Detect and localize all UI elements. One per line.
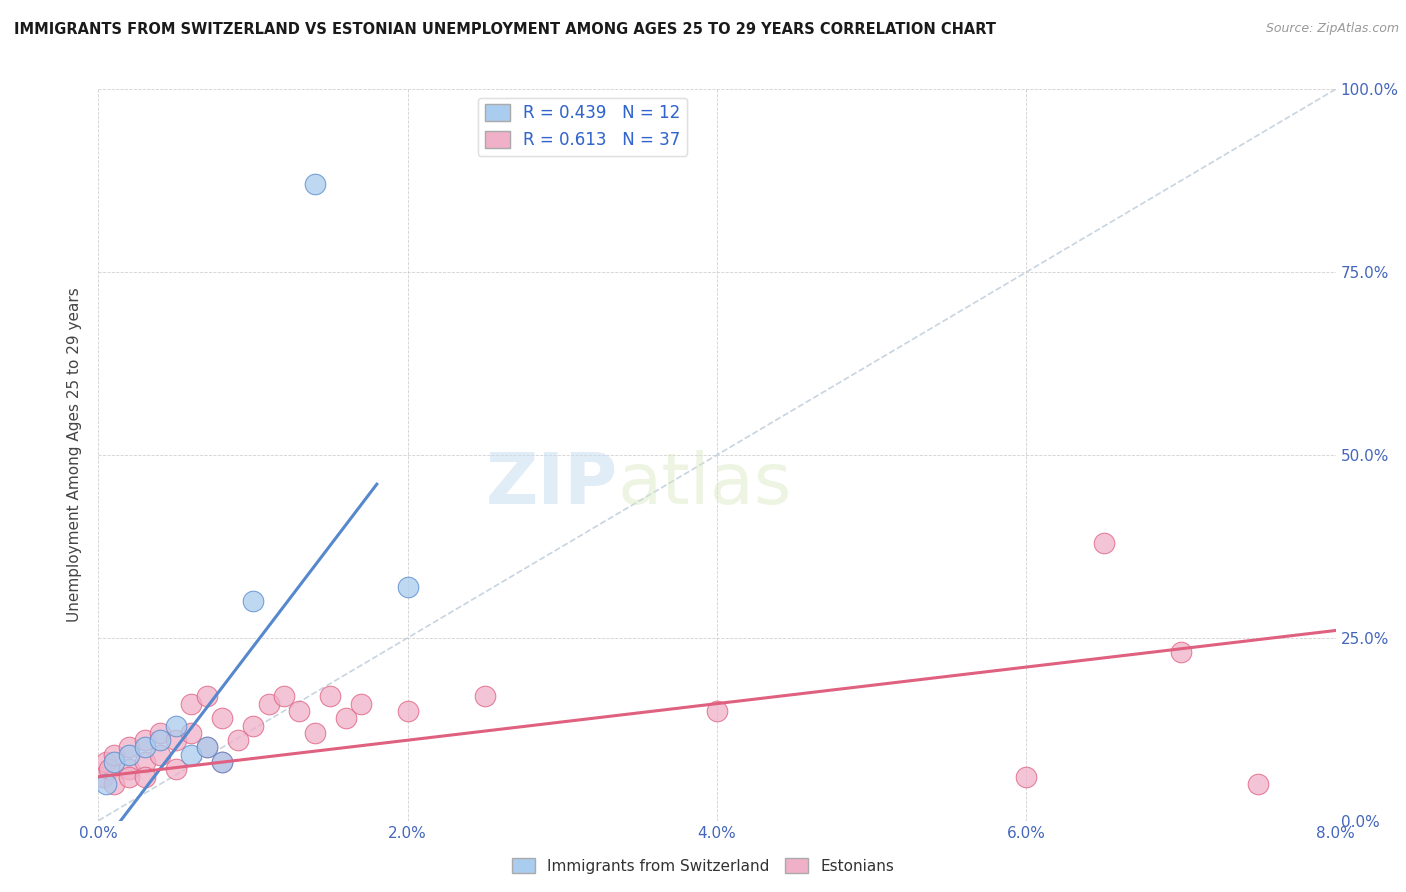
Point	[195, 740, 218, 755]
Text: Source: ZipAtlas.com: Source: ZipAtlas.com	[1265, 22, 1399, 36]
Point	[211, 755, 233, 769]
Point	[242, 594, 264, 608]
Point	[165, 718, 187, 732]
Point	[103, 755, 125, 769]
Point	[165, 733, 187, 747]
Point	[149, 733, 172, 747]
Point	[335, 711, 357, 725]
Point	[134, 740, 156, 755]
Text: IMMIGRANTS FROM SWITZERLAND VS ESTONIAN UNEMPLOYMENT AMONG AGES 25 TO 29 YEARS C: IMMIGRANTS FROM SWITZERLAND VS ESTONIAN …	[14, 22, 995, 37]
Point	[96, 777, 118, 791]
Point	[134, 755, 156, 769]
Text: atlas: atlas	[619, 450, 793, 518]
Legend: R = 0.439   N = 12, R = 0.613   N = 37: R = 0.439 N = 12, R = 0.613 N = 37	[478, 97, 688, 155]
Point	[474, 690, 496, 704]
Point	[242, 718, 264, 732]
Point	[134, 770, 156, 784]
Point	[118, 740, 141, 755]
Point	[118, 747, 141, 762]
Point	[226, 733, 249, 747]
Point	[98, 763, 121, 777]
Point	[706, 704, 728, 718]
Point	[96, 755, 118, 769]
Point	[103, 747, 125, 762]
Point	[288, 704, 311, 718]
Point	[396, 704, 419, 718]
Point	[396, 580, 419, 594]
Point	[134, 733, 156, 747]
Point	[118, 770, 141, 784]
Point	[165, 763, 187, 777]
Point	[304, 726, 326, 740]
Point	[195, 740, 218, 755]
Point	[319, 690, 342, 704]
Point	[180, 726, 202, 740]
Text: ZIP: ZIP	[486, 450, 619, 518]
Point	[180, 697, 202, 711]
Legend: Immigrants from Switzerland, Estonians: Immigrants from Switzerland, Estonians	[506, 852, 900, 880]
Point	[149, 747, 172, 762]
Point	[1247, 777, 1270, 791]
Point	[304, 178, 326, 192]
Point	[257, 697, 280, 711]
Point	[91, 770, 114, 784]
Point	[149, 726, 172, 740]
Point	[211, 755, 233, 769]
Point	[118, 763, 141, 777]
Point	[1170, 645, 1192, 659]
Y-axis label: Unemployment Among Ages 25 to 29 years: Unemployment Among Ages 25 to 29 years	[67, 287, 83, 623]
Point	[273, 690, 295, 704]
Point	[1015, 770, 1038, 784]
Point	[180, 747, 202, 762]
Point	[103, 777, 125, 791]
Point	[195, 690, 218, 704]
Point	[211, 711, 233, 725]
Point	[350, 697, 373, 711]
Point	[1092, 535, 1115, 549]
